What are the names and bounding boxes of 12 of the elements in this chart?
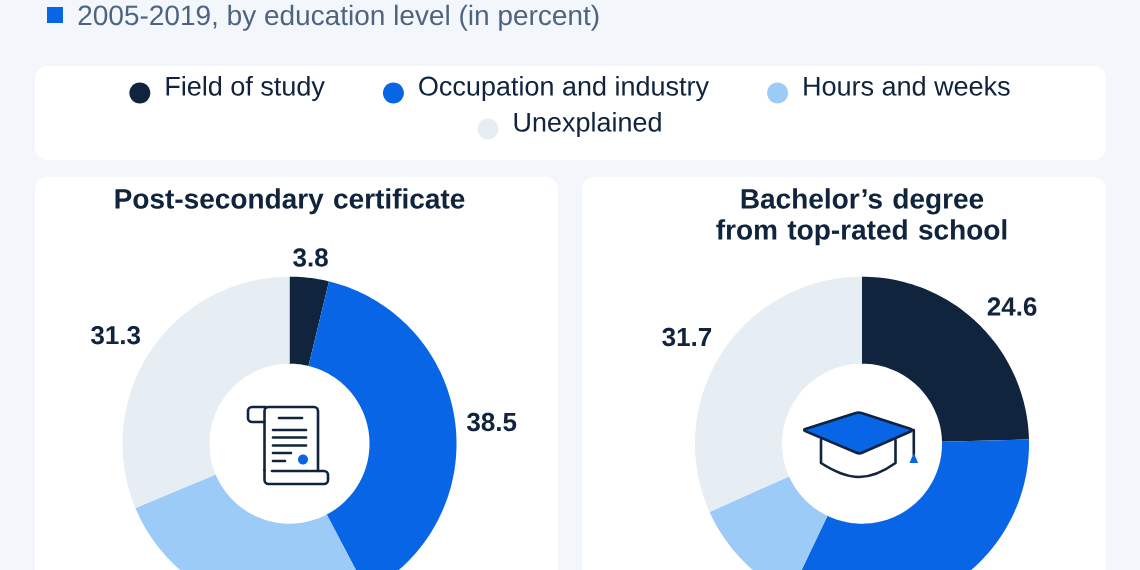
- text: Post-secondary certificate: [115, 188, 465, 215]
- data-label: 38.5: [466, 412, 517, 432]
- legend-label: Hours and weeks: [804, 75, 1010, 96]
- legend-label: Unexplained: [514, 111, 661, 138]
- data-label: 31.3: [90, 325, 141, 345]
- chart-subtitle: 2005-2019, by education level (in percent): [78, 4, 599, 31]
- legend-label: Occupation and industry: [419, 75, 709, 102]
- data-label: 24.6: [987, 297, 1037, 316]
- data-label: 3.8: [293, 248, 328, 267]
- legend-label: Field of study: [166, 75, 325, 102]
- chart-title: Bachelor’s degree from top-rated school: [716, 188, 1007, 246]
- data-label: 31.7: [662, 327, 712, 347]
